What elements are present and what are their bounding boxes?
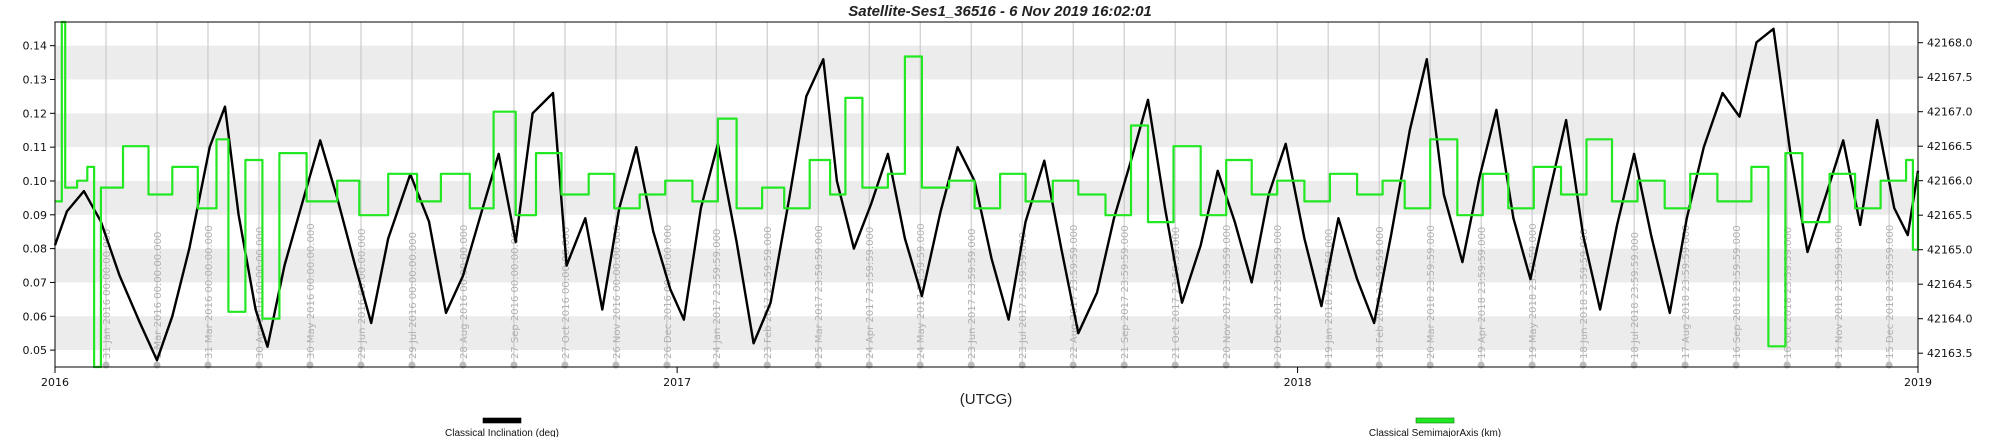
y-right-tick-label: 42164.0 (1927, 313, 1973, 326)
legend-swatch-semimajor-axis (1415, 417, 1455, 424)
event-label: 30 May 2016 00:00:00.000 (306, 223, 317, 359)
event-label: 19 May 2018 23:59:59.000 (1528, 223, 1539, 359)
y-right-tick-label: 42168.0 (1927, 37, 1973, 50)
series-layer (53, 20, 1920, 369)
x-axis-label: (UTCG) (960, 391, 1013, 408)
grid-band (55, 45, 1918, 80)
event-label: 17 Aug 2018 23:59:59.000 (1681, 225, 1692, 359)
y-left-tick-label: 0.05 (23, 344, 48, 357)
event-label: 27 Sep 2016 00:00:00.000 (510, 225, 521, 359)
y-left-tick-label: 0.10 (23, 175, 48, 188)
y-axis-left: 0.05 0.06 0.07 0.08 0.09 0.10 0.11 0.12 0.13 0.14 (23, 40, 55, 357)
legend-swatch-inclination (482, 417, 522, 424)
plot-bands (55, 45, 1918, 351)
series-semimajor-axis-line (55, 20, 1920, 369)
grid-band (55, 316, 1918, 351)
x-axis: 2016 2017 2018 2019 (41, 367, 1932, 389)
y-right-tick-label: 42165.5 (1927, 209, 1973, 222)
event-label: 27 Oct 2016 00:00:00.000 (561, 227, 572, 359)
event-label: 23 Feb 2017 23:59:59.000 (763, 226, 774, 359)
y-right-tick-label: 42166.5 (1927, 140, 1973, 153)
event-label: 1 Mar 2016 00:00:00.000 (153, 232, 164, 359)
y-left-tick-label: 0.09 (23, 209, 48, 222)
y-left-tick-label: 0.07 (23, 276, 48, 289)
event-label: 25 Mar 2017 23:59:59.000 (814, 225, 825, 359)
legend-label-semimajor-axis: Classical SemimajorAxis (km) (1369, 428, 1501, 437)
y-left-tick-label: 0.08 (23, 243, 48, 256)
event-label: 19 Apr 2018 23:59:59.000 (1477, 227, 1488, 359)
event-label: 24 Apr 2017 23:59:59.000 (865, 227, 876, 359)
event-label: 21 Sep 2017 23:59:59.000 (1120, 225, 1131, 359)
event-label: 15 Dec 2018 23:59:59.000 (1885, 225, 1896, 359)
y-right-tick-label: 42167.0 (1927, 106, 1973, 119)
event-label: 20 Mar 2018 23:59:59.000 (1426, 225, 1437, 359)
event-label: 28 Aug 2016 00:00:00.000 (459, 225, 470, 359)
y-right-tick-label: 42163.5 (1927, 347, 1973, 360)
event-label: 18 Jul 2018 23:59:59.000 (1630, 232, 1641, 359)
event-label: 29 Jul 2016 00:00:00.000 (408, 232, 419, 359)
x-tick-label: 2017 (663, 376, 691, 389)
event-label: 31 Jan 2016 00:00:00.000 (102, 229, 113, 359)
y-left-tick-label: 0.13 (23, 74, 48, 87)
event-label: 18 Jun 2018 23:59:59.000 (1579, 228, 1590, 359)
event-label: 19 Jan 2018 23:59:59.000 (1324, 229, 1335, 359)
grid-band (55, 113, 1918, 148)
y-right-tick-label: 42164.5 (1927, 278, 1973, 291)
event-label: 15 Nov 2018 23:59:59.000 (1834, 225, 1845, 359)
y-left-tick-label: 0.12 (23, 107, 48, 120)
event-label: 16 Sep 2018 23:59:59.000 (1732, 225, 1743, 359)
event-label: 21 Oct 2017 23:59:59.000 (1171, 227, 1182, 359)
event-label: 23 Jul 2017 23:59:59.000 (1018, 232, 1029, 359)
series-inclination-line (53, 27, 1920, 362)
event-label: 23 Jun 2017 23:59:59.000 (967, 228, 978, 359)
y-right-tick-label: 42166.0 (1927, 175, 1973, 188)
event-label: 16 Oct 2018 23:59:59.000 (1783, 227, 1794, 359)
plot-frame (54, 21, 1919, 368)
chart-title: Satellite-Ses1_36516 - 6 Nov 2019 16:02:… (848, 3, 1152, 20)
y-right-tick-label: 42165.0 (1927, 244, 1973, 257)
event-label: 24 Jan 2017 23:59:59.000 (712, 229, 723, 359)
x-tick-label: 2016 (41, 376, 69, 389)
event-label: 22 Aug 2017 23:59:59.000 (1069, 225, 1080, 359)
y-right-tick-label: 42167.5 (1927, 71, 1973, 84)
event-label: 26 Dec 2016 00:00:00.000 (663, 225, 674, 359)
y-left-tick-label: 0.06 (23, 310, 48, 323)
event-label: 26 Nov 2016 00:00:00.000 (612, 225, 623, 359)
event-label: 20 Nov 2017 23:59:59.000 (1222, 225, 1233, 359)
x-tick-label: 2018 (1284, 376, 1312, 389)
event-markers: 31 Jan 2016 00:00:00.000 1 Mar 2016 00:00… (102, 22, 1896, 369)
legend: Classical Inclination (deg) Classical Sem… (445, 417, 1501, 437)
event-label: 31 Mar 2016 00:00:00.000 (204, 225, 215, 359)
event-label: 30 Apr 2016 00:00:00.000 (255, 227, 266, 359)
x-tick-label: 2019 (1904, 376, 1932, 389)
event-label: 20 Dec 2017 23:59:59.000 (1273, 225, 1284, 359)
y-left-tick-label: 0.14 (23, 40, 48, 53)
y-left-tick-label: 0.11 (23, 141, 48, 154)
y-axis-right: 42163.5 42164.0 42164.5 42165.0 42165.5 42166… (1918, 37, 1973, 360)
legend-label-inclination: Classical Inclination (deg) (445, 428, 559, 437)
